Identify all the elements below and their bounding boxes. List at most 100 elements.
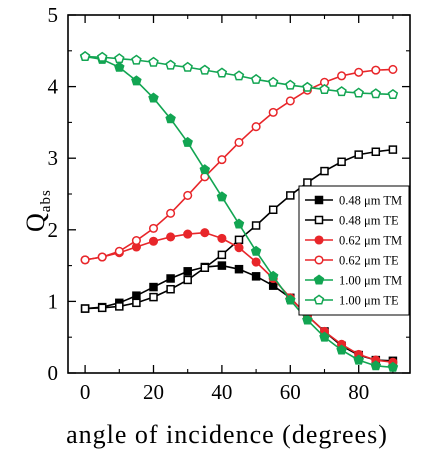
data-point	[199, 64, 211, 75]
data-point	[251, 257, 261, 267]
data-point	[234, 235, 244, 245]
x-tick-label: 20	[143, 380, 164, 404]
data-point	[200, 228, 210, 238]
legend-marker	[314, 235, 324, 245]
legend-marker	[313, 294, 325, 305]
legend-entry: 1.00 μm TE	[305, 294, 399, 308]
x-axis-title: angle of incidence (degrees)	[66, 420, 388, 449]
data-point	[251, 221, 261, 230]
legend-marker	[314, 255, 324, 265]
data-point	[217, 261, 227, 270]
data-point	[387, 361, 399, 372]
data-point	[251, 122, 261, 132]
data-point	[337, 157, 346, 167]
data-point	[80, 304, 90, 313]
legend-marker	[314, 195, 324, 205]
data-point	[183, 275, 192, 285]
data-point	[131, 75, 142, 86]
data-point	[233, 218, 245, 229]
legend-label: 1.00 μm TE	[339, 294, 399, 308]
data-point	[132, 291, 141, 300]
data-point	[336, 344, 347, 355]
data-point	[268, 107, 278, 117]
data-point	[166, 284, 175, 294]
series-5	[79, 51, 399, 99]
data-point	[183, 190, 193, 200]
data-point	[217, 250, 227, 260]
legend: 0.48 μm TM 0.48 μm TE 0.62 μm TM 0.62 μm TE…	[298, 185, 410, 316]
data-point	[233, 70, 245, 81]
y-axis-title: Qabs	[21, 189, 54, 232]
data-point	[131, 54, 142, 65]
data-point	[114, 53, 125, 64]
y-tick-label: 1	[48, 289, 59, 313]
data-point	[182, 136, 193, 147]
data-point	[370, 360, 382, 371]
data-point	[336, 86, 347, 97]
data-point	[353, 87, 364, 98]
data-point	[148, 56, 159, 67]
y-axis-title-main: Q	[21, 212, 50, 232]
legend-box	[298, 185, 410, 316]
series-1	[80, 145, 398, 313]
data-point	[285, 294, 296, 305]
data-point	[166, 274, 175, 283]
data-point	[388, 64, 398, 74]
data-point	[131, 235, 141, 246]
data-point	[319, 331, 330, 342]
data-point	[165, 59, 176, 70]
data-point	[285, 96, 295, 106]
data-point	[216, 67, 228, 78]
data-point	[268, 205, 278, 215]
data-point	[303, 178, 312, 187]
data-point	[166, 208, 176, 218]
series-3	[80, 64, 398, 265]
data-point	[388, 145, 398, 154]
data-point	[267, 76, 279, 87]
data-point	[115, 302, 124, 311]
data-point	[251, 272, 261, 281]
data-point	[217, 233, 227, 243]
data-point	[234, 264, 244, 274]
data-point	[183, 267, 192, 276]
data-point	[199, 164, 211, 175]
data-point	[353, 354, 364, 365]
x-tick-label: 60	[280, 380, 301, 404]
data-point	[371, 147, 381, 157]
legend-entry: 0.62 μm TE	[305, 254, 399, 268]
data-point	[302, 314, 313, 325]
y-tick-label: 5	[48, 3, 59, 27]
data-point	[337, 71, 347, 81]
x-tick-label: 80	[348, 380, 369, 404]
series-layer	[79, 51, 399, 372]
data-point	[387, 88, 399, 99]
data-point	[234, 243, 244, 253]
data-point	[148, 223, 159, 233]
data-point	[114, 246, 124, 256]
data-point	[97, 252, 107, 262]
data-point	[96, 51, 108, 62]
data-point	[216, 191, 228, 202]
x-tick-label: 40	[211, 380, 232, 404]
data-point	[302, 81, 313, 92]
legend-label: 0.62 μm TE	[339, 254, 399, 268]
data-point	[285, 79, 296, 90]
legend-entry: 0.48 μm TM	[305, 194, 402, 208]
data-point	[319, 83, 330, 94]
data-point	[97, 303, 107, 313]
legend-label: 1.00 μm TM	[339, 274, 402, 288]
data-point	[183, 229, 193, 239]
legend-entry: 0.48 μm TE	[305, 214, 399, 228]
data-point	[250, 73, 262, 84]
x-tick-label: 0	[80, 380, 91, 404]
legend-label: 0.48 μm TE	[339, 214, 399, 228]
data-point	[371, 65, 381, 75]
legend-label: 0.48 μm TM	[339, 194, 402, 208]
data-point	[370, 88, 382, 99]
legend-marker	[314, 215, 324, 225]
data-point	[200, 263, 210, 272]
data-point	[354, 67, 364, 77]
legend-entry: 0.62 μm TM	[305, 234, 402, 248]
data-point	[354, 150, 363, 159]
